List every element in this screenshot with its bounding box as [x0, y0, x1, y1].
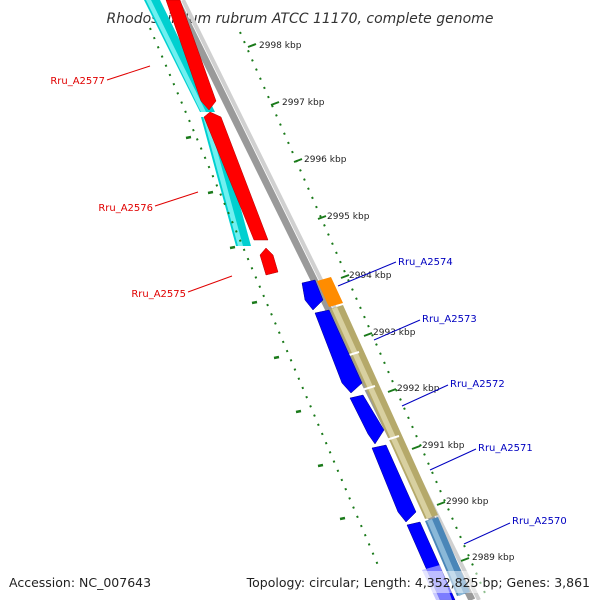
- gene-label-rru-a2575[interactable]: Rru_A2575: [131, 275, 233, 300]
- tick-2990: 2990 kbp: [436, 497, 489, 507]
- map-title: Rhodospirillum rubrum ATCC 11170, comple…: [107, 11, 494, 27]
- gene-labels-forward: Rru_A2574 Rru_A2573 Rru_A2572 Rru_A2571 …: [337, 257, 567, 545]
- accession-text: Accession: NC_007643: [9, 575, 151, 590]
- cds-reverse-rru-a2576: [203, 111, 269, 241]
- tick-2991: 2991 kbp: [411, 441, 465, 451]
- svg-text:Rru_A2574: Rru_A2574: [398, 257, 453, 268]
- tick-label: 2990 kbp: [446, 497, 489, 507]
- svg-text:Rru_A2576: Rru_A2576: [98, 203, 153, 214]
- svg-text:Rru_A2571: Rru_A2571: [478, 443, 533, 454]
- tick-label: 2997 kbp: [282, 98, 325, 108]
- tick-label: 2996 kbp: [304, 155, 347, 165]
- tick-2989: 2989 kbp: [460, 553, 515, 563]
- cds-reverse-rru-a2575: [259, 247, 279, 276]
- cds-track-forward: [301, 279, 456, 600]
- gene-label-rru-a2573[interactable]: Rru_A2573: [373, 314, 477, 341]
- tick-label: 2992 kbp: [397, 384, 440, 394]
- footer-backdrop: [255, 571, 595, 593]
- gene-label-rru-a2572[interactable]: Rru_A2572: [401, 379, 505, 407]
- tick-2994: 2994 kbp: [340, 271, 392, 281]
- cds-reverse-rru-a2577: [165, 0, 217, 111]
- svg-text:Rru_A2575: Rru_A2575: [131, 289, 186, 300]
- cds-forward-rru-a2574: [301, 279, 324, 311]
- gene-labels-reverse: Rru_A2577 Rru_A2576 Rru_A2575: [50, 65, 233, 300]
- tick-label: 2998 kbp: [259, 41, 302, 51]
- gene-label-rru-a2570[interactable]: Rru_A2570: [463, 516, 567, 545]
- svg-text:Rru_A2570: Rru_A2570: [512, 516, 567, 527]
- tick-2997: 2997 kbp: [270, 98, 325, 108]
- cds-forward-rru-a2572: [349, 394, 385, 445]
- cds-forward-rru-a2571: [371, 444, 417, 523]
- scale-ticks: 2998 kbp 2997 kbp 2996 kbp 2995 kbp 2994…: [247, 41, 515, 563]
- tick-label: 2989 kbp: [472, 553, 515, 563]
- cds-forward-rru-a2573: [314, 309, 363, 394]
- tick-2995: 2995 kbp: [317, 212, 370, 222]
- tick-2993: 2993 kbp: [363, 328, 416, 338]
- gene-label-rru-a2571[interactable]: Rru_A2571: [429, 443, 533, 471]
- tick-label: 2991 kbp: [422, 441, 465, 451]
- tick-label: 2995 kbp: [327, 212, 370, 222]
- tick-2992: 2992 kbp: [387, 384, 440, 394]
- tick-2998: 2998 kbp: [247, 41, 302, 51]
- gene-label-rru-a2577[interactable]: Rru_A2577: [50, 65, 151, 87]
- tick-ring-inner: [149, 27, 381, 571]
- gene-label-rru-a2576[interactable]: Rru_A2576: [98, 191, 199, 214]
- tick-2996: 2996 kbp: [293, 155, 347, 165]
- svg-text:Rru_A2573: Rru_A2573: [422, 314, 477, 325]
- summary-text: Topology: circular; Length: 4,352,825 bp…: [246, 575, 590, 590]
- tick-label: 2993 kbp: [373, 328, 416, 338]
- tick-label: 2994 kbp: [349, 271, 392, 281]
- gene-label-rru-a2574[interactable]: Rru_A2574: [337, 257, 453, 287]
- svg-text:Rru_A2577: Rru_A2577: [50, 76, 105, 87]
- cds-track-reverse: [165, 0, 279, 276]
- svg-text:Rru_A2572: Rru_A2572: [450, 379, 505, 390]
